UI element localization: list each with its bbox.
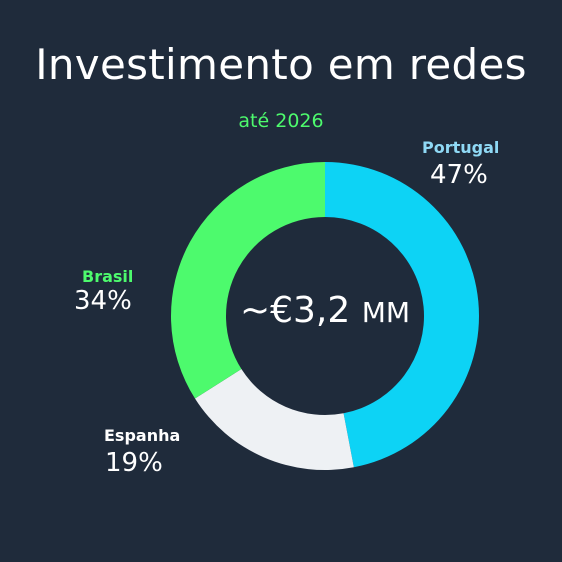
center-total: ~€3,2 MM [175,290,475,331]
slice-label-portugal: Portugal [422,138,500,157]
donut-slice-espanha [194,369,354,470]
slice-label-brasil: Brasil [82,267,134,286]
chart-subtitle: até 2026 [238,110,324,132]
slice-value-brasil: 34% [74,286,132,316]
slice-label-espanha: Espanha [104,426,181,445]
slice-value-portugal: 47% [430,160,488,190]
center-total-value: ~€3,2 [239,290,351,331]
center-total-unit: MM [361,296,411,329]
slice-value-espanha: 19% [105,448,163,478]
donut-slice-brasil [170,162,325,399]
chart-title: Investimento em redes [35,40,527,89]
donut-slice-portugal [325,162,480,468]
